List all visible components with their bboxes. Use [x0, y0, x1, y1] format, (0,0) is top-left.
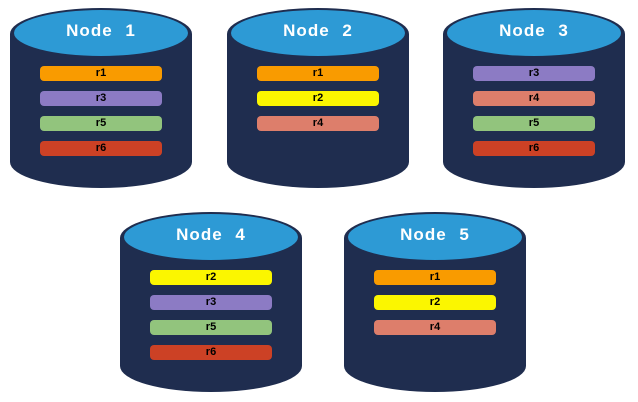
replica-bar: r5: [40, 116, 162, 131]
replica-bar: r2: [150, 270, 272, 285]
cylinder-top-ellipse: [447, 10, 621, 56]
replica-bar: r4: [374, 320, 496, 335]
replica-bar: r2: [374, 295, 496, 310]
cylinder-top-ellipse: [348, 214, 522, 260]
replica-list: r3 r4 r5 r6: [473, 66, 595, 156]
replica-bar: r1: [257, 66, 379, 81]
replica-list: r1 r3 r5 r6: [40, 66, 162, 156]
node-5-cylinder: Node 5 r1 r2 r4: [344, 212, 526, 392]
node-title: Node 2: [283, 21, 353, 40]
cylinder-top-ellipse: [124, 214, 298, 260]
replica-bar: r5: [473, 116, 595, 131]
replica-bar: r6: [40, 141, 162, 156]
node-title: Node 5: [400, 225, 470, 244]
replica-bar: r6: [150, 345, 272, 360]
node-title: Node 1: [66, 21, 136, 40]
replica-list: r1 r2 r4: [374, 270, 496, 335]
replica-bar: r3: [473, 66, 595, 81]
replica-bar: r6: [473, 141, 595, 156]
node-3-cylinder: Node 3 r3 r4 r5 r6: [443, 8, 625, 188]
node-1-cylinder: Node 1 r1 r3 r5 r6: [10, 8, 192, 188]
replica-list: r2 r3 r5 r6: [150, 270, 272, 360]
cylinder-top-ellipse: [14, 10, 188, 56]
replica-list: r1 r2 r4: [257, 66, 379, 131]
node-4-cylinder: Node 4 r2 r3 r5 r6: [120, 212, 302, 392]
replica-bar: r4: [257, 116, 379, 131]
replica-bar: r2: [257, 91, 379, 106]
cylinder-top-ellipse: [231, 10, 405, 56]
replica-bar: r3: [40, 91, 162, 106]
replica-bar: r3: [150, 295, 272, 310]
node-2-cylinder: Node 2 r1 r2 r4: [227, 8, 409, 188]
replica-bar: r1: [40, 66, 162, 81]
node-title: Node 4: [176, 225, 246, 244]
replica-bar: r4: [473, 91, 595, 106]
node-title: Node 3: [499, 21, 569, 40]
replica-bar: r5: [150, 320, 272, 335]
replica-bar: r1: [374, 270, 496, 285]
